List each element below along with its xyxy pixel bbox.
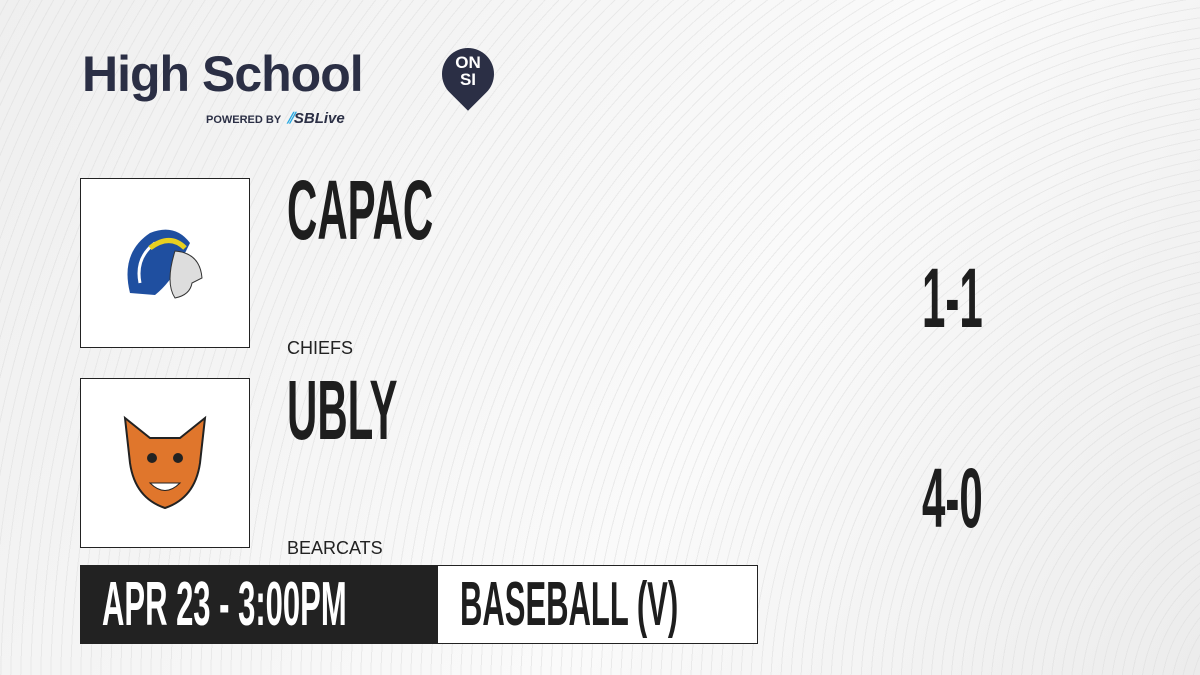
badge-text: ON SI xyxy=(455,53,481,89)
home-team-record: 1-1 xyxy=(922,251,983,345)
home-team-mascot: CHIEFS xyxy=(287,338,354,358)
sblive-logo: ⫽SBLive xyxy=(287,110,345,127)
ubly-logo xyxy=(80,378,250,548)
home-team-name: CAPAC xyxy=(287,163,434,257)
chief-headdress-logo-icon xyxy=(127,229,203,299)
capac-logo xyxy=(80,178,250,348)
game-sport: BASEBALL (V) xyxy=(460,570,679,639)
away-team-mascot: BEARCATS xyxy=(287,538,383,558)
powered-by: POWERED BY ⫽SBLive xyxy=(206,110,345,127)
brand-title: High School xyxy=(82,46,364,102)
high-school-on-si-logo: High School ON SI POWERED BY ⫽SBLive xyxy=(82,37,505,127)
game-datetime-box: APR 23 - 3:00PM xyxy=(80,565,437,644)
game-sport-box: BASEBALL (V) xyxy=(437,565,758,644)
away-team-record: 4-0 xyxy=(922,451,983,545)
game-datetime: APR 23 - 3:00PM xyxy=(102,570,347,639)
away-team-name: UBLY xyxy=(287,363,398,457)
bearcat-logo-icon xyxy=(123,415,207,510)
